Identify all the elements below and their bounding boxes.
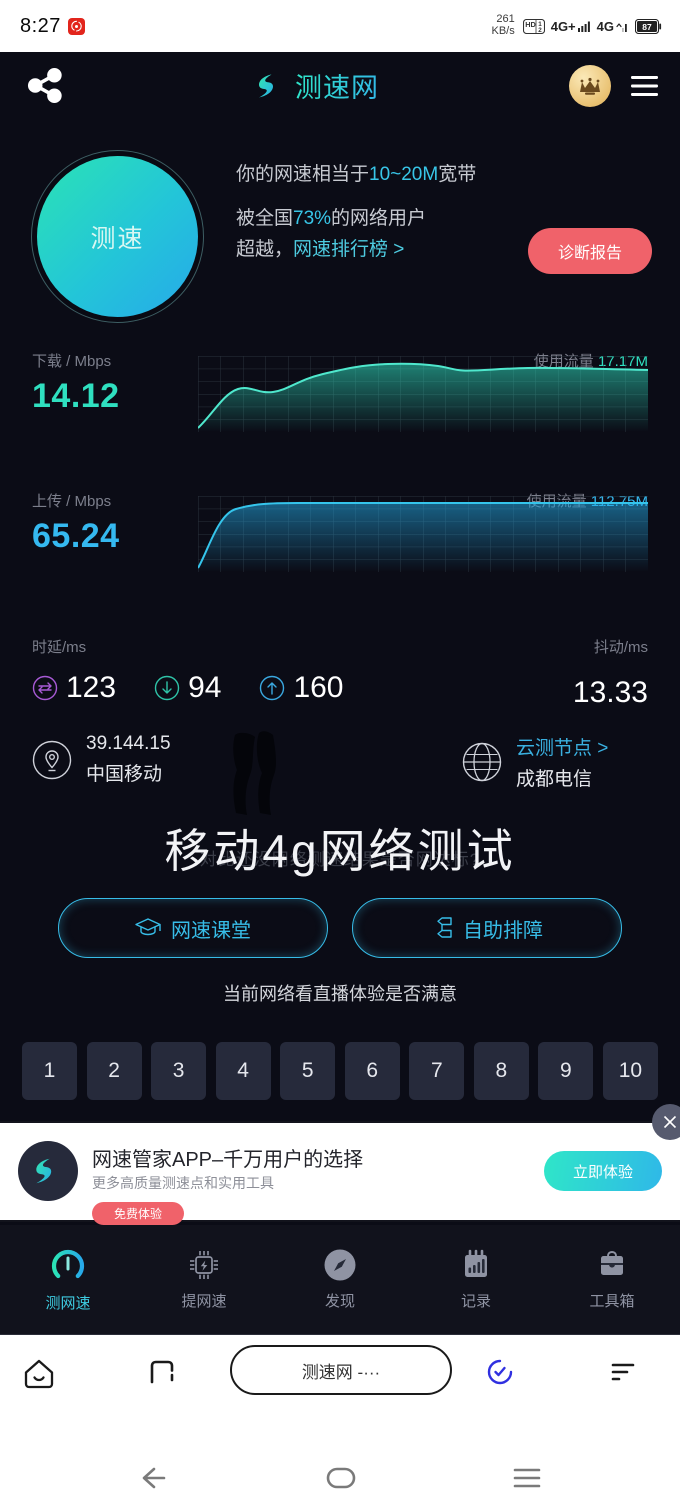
svg-text:87: 87 bbox=[642, 21, 652, 31]
svg-text:HD: HD bbox=[525, 20, 536, 29]
svg-text:2: 2 bbox=[538, 27, 542, 34]
